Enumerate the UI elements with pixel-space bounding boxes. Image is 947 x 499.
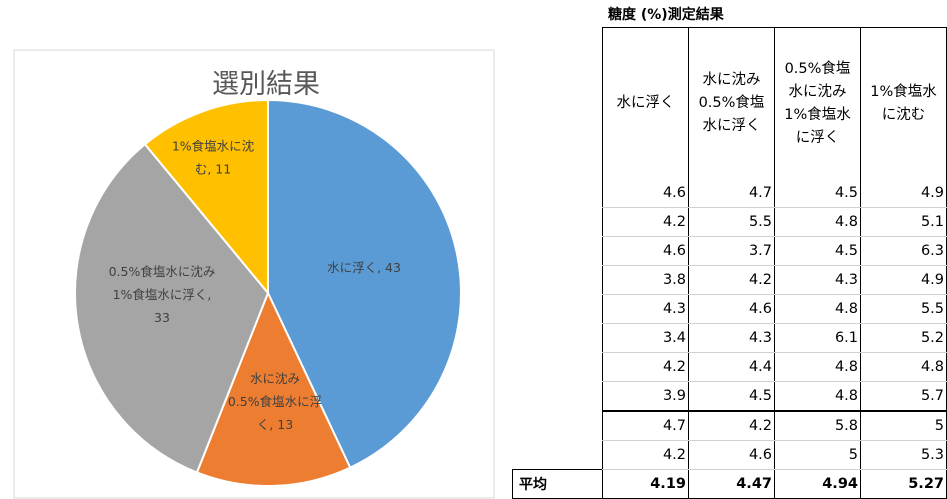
table-cell: 4.6 bbox=[688, 294, 775, 324]
table-row: 4.2 4.4 4.8 4.8 bbox=[513, 352, 947, 382]
table-cell: 3.7 bbox=[688, 236, 775, 266]
table-row: 3.9 4.5 4.8 5.7 bbox=[513, 381, 947, 412]
pie-slice bbox=[74, 142, 270, 474]
table-cell: 5 bbox=[860, 411, 947, 441]
table-header-cell: 1%食塩水 に沈む bbox=[860, 27, 947, 179]
table-cell: 4.3 bbox=[774, 265, 861, 295]
table-cell: 5.5 bbox=[860, 294, 947, 324]
table-cell: 5.5 bbox=[688, 207, 775, 237]
table-cell: 4.8 bbox=[774, 381, 861, 412]
pie-slice bbox=[143, 98, 269, 296]
table-row: 4.2 5.5 4.8 5.1 bbox=[513, 207, 947, 237]
average-cell: 4.19 bbox=[602, 469, 689, 499]
slice-data-label: 水に浮く, 43 bbox=[327, 260, 401, 275]
average-cell: 5.27 bbox=[860, 469, 947, 499]
table-cell: 4.5 bbox=[774, 236, 861, 266]
table-cell: 4.2 bbox=[688, 411, 775, 441]
table-row: 3.4 4.3 6.1 5.2 bbox=[513, 323, 947, 353]
table-cell: 5.3 bbox=[860, 440, 947, 470]
table-cell: 4.6 bbox=[602, 179, 689, 208]
table-cell: 4.4 bbox=[688, 352, 775, 382]
table-row: 4.7 4.2 5.8 5 bbox=[513, 411, 947, 441]
table-header-row: 水に浮く 水に沈み 0.5%食塩 水に浮く 0.5%食塩 水に沈み 1%食塩水 … bbox=[513, 27, 947, 179]
table-cell: 3.8 bbox=[602, 265, 689, 295]
table-cell: 5.1 bbox=[860, 207, 947, 237]
table-row: 4.6 3.7 4.5 6.3 bbox=[513, 236, 947, 266]
table-cell: 4.8 bbox=[860, 352, 947, 382]
table-cell: 4.8 bbox=[774, 207, 861, 237]
table-cell: 4.3 bbox=[602, 294, 689, 324]
table-cell: 3.9 bbox=[602, 381, 689, 412]
table-cell: 5.2 bbox=[860, 323, 947, 353]
slice-data-label: 0.5%食塩水に沈み 1%食塩水に浮く, 33 bbox=[109, 264, 216, 325]
data-table: 水に浮く 水に沈み 0.5%食塩 水に浮く 0.5%食塩 水に沈み 1%食塩水 … bbox=[512, 27, 947, 499]
average-cell: 4.47 bbox=[688, 469, 775, 499]
pie-slice bbox=[267, 98, 462, 469]
table-row: 3.8 4.2 4.3 4.9 bbox=[513, 265, 947, 295]
table-header-cell: 0.5%食塩 水に沈み 1%食塩水 に浮く bbox=[774, 27, 861, 179]
average-cell: 4.94 bbox=[774, 469, 861, 499]
table-cell: 4.2 bbox=[602, 352, 689, 382]
slice-data-label: 水に沈み 0.5%食塩水に浮く, 13 bbox=[228, 371, 322, 432]
table-cell: 4.7 bbox=[688, 179, 775, 208]
table-cell: 4.2 bbox=[688, 265, 775, 295]
table-cell: 3.4 bbox=[602, 323, 689, 353]
pie-chart: 選別結果 水に浮く, 43 水に沈み 0.5%食塩水に浮く, 13 0.5%食塩水に沈… bbox=[13, 49, 495, 499]
chart-title: 選別結果 bbox=[212, 69, 320, 100]
table-cell: 6.1 bbox=[774, 323, 861, 353]
table-cell: 6.3 bbox=[860, 236, 947, 266]
table-cell: 4.6 bbox=[602, 236, 689, 266]
table-cell: 4.3 bbox=[688, 323, 775, 353]
table-cell: 4.9 bbox=[860, 265, 947, 295]
table-cell: 4.8 bbox=[774, 352, 861, 382]
table-cell: 5.8 bbox=[774, 411, 861, 441]
average-label: 平均 bbox=[512, 469, 603, 499]
table-cell: 4.5 bbox=[688, 381, 775, 412]
table-row: 4.2 4.6 5 5.3 bbox=[513, 440, 947, 470]
slice-data-label: 1%食塩水に沈む, 11 bbox=[172, 139, 254, 177]
table-cell: 4.2 bbox=[602, 440, 689, 470]
table-cell: 4.5 bbox=[774, 179, 861, 208]
pie-chart-svg: 選別結果 水に浮く, 43 水に沈み 0.5%食塩水に浮く, 130.5%食塩水に沈… bbox=[13, 49, 495, 499]
table-row: 4.3 4.6 4.8 5.5 bbox=[513, 294, 947, 324]
table-title: 糖度 (%)測定結果 bbox=[608, 7, 724, 23]
table-cell: 4.6 bbox=[688, 440, 775, 470]
pie-slice bbox=[195, 290, 352, 487]
table-cell: 4.9 bbox=[860, 179, 947, 208]
table-cell: 5.7 bbox=[860, 381, 947, 412]
table-cell: 5 bbox=[774, 440, 861, 470]
table-cell: 4.7 bbox=[602, 411, 689, 441]
table-cell: 4.8 bbox=[774, 294, 861, 324]
table-row: 4.6 4.7 4.5 4.9 bbox=[513, 179, 947, 208]
table-cell: 4.2 bbox=[602, 207, 689, 237]
table-average-row: 平均 4.19 4.47 4.94 5.27 bbox=[512, 469, 947, 499]
table-header-cell: 水に浮く bbox=[602, 27, 689, 179]
table-header-cell: 水に沈み 0.5%食塩 水に浮く bbox=[688, 27, 775, 179]
